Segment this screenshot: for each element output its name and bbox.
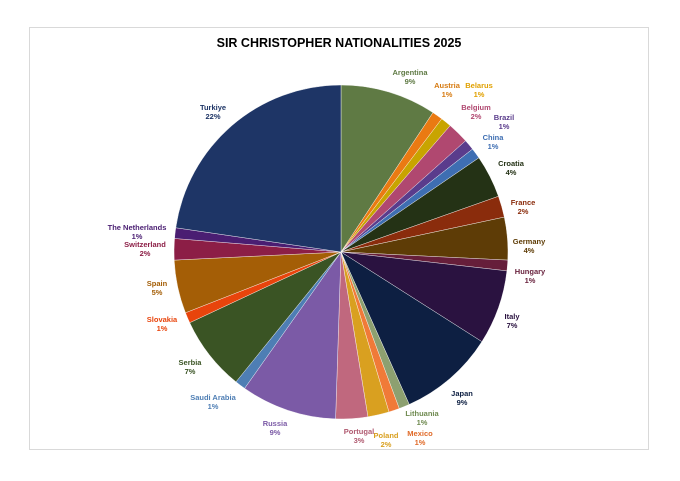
- slice-label-france: France 2%: [511, 198, 536, 216]
- slice-label-belarus: Belarus 1%: [465, 81, 493, 99]
- slice-label-italy: Italy 7%: [504, 312, 520, 330]
- slice-label-slovakia: Slovakia 1%: [147, 315, 178, 333]
- slice-label-croatia: Croatia 4%: [498, 159, 525, 177]
- chart-frame: SIR CHRISTOPHER NATIONALITIES 2025 Argen…: [29, 27, 649, 450]
- slice-label-saudi-arabia: Saudi Arabia 1%: [190, 393, 236, 411]
- pie-slice-russia: [244, 251, 342, 420]
- slice-label-argentina: Argentina 9%: [392, 68, 428, 86]
- slice-label-serbia: Serbia 7%: [179, 358, 203, 376]
- slice-label-germany: Germany 4%: [513, 237, 546, 255]
- slice-label-japan: Japan 9%: [451, 389, 473, 407]
- slice-label-hungary: Hungary 1%: [515, 267, 546, 285]
- pie-slice-argentina: [340, 84, 434, 253]
- slice-label-lithuania: Lithuania 1%: [405, 409, 439, 427]
- pie-slice-turkiye: [175, 84, 342, 253]
- slice-label-belgium: Belgium 2%: [461, 103, 491, 121]
- pie-slice-japan: [340, 251, 483, 405]
- chart-title: SIR CHRISTOPHER NATIONALITIES 2025: [216, 36, 462, 50]
- slice-label-russia: Russia 9%: [263, 419, 288, 437]
- slice-label-switzerland: Switzerland 2%: [124, 240, 166, 258]
- slice-label-poland: Poland 2%: [373, 431, 398, 449]
- slice-label-turkiye: Turkiye 22%: [200, 103, 226, 121]
- slice-label-brazil: Brazil 1%: [494, 113, 514, 131]
- slice-label-portugal: Portugal 3%: [344, 427, 374, 445]
- pie-chart: Argentina 9% Austria 1%Belarus 1% Belgium 2% Br…: [108, 68, 546, 449]
- slice-label-the-netherlands: The Netherlands 1%: [108, 223, 167, 241]
- slice-label-austria: Austria 1%: [434, 81, 461, 99]
- slice-label-china: China 1%: [483, 133, 505, 151]
- slice-label-spain: Spain 5%: [147, 279, 168, 297]
- slice-label-mexico: Mexico 1%: [407, 429, 433, 447]
